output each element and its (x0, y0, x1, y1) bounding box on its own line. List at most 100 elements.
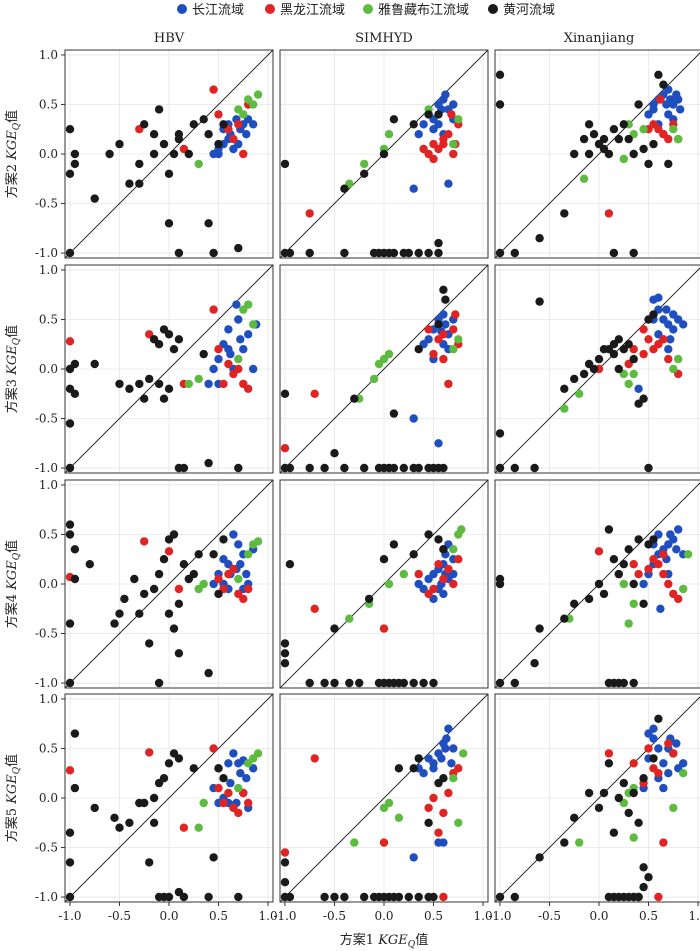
data-point (629, 599, 638, 608)
data-point (449, 774, 458, 783)
data-point (624, 619, 633, 628)
scatter-panel (279, 49, 489, 259)
data-point (666, 335, 675, 344)
data-point (280, 659, 290, 668)
data-point (449, 545, 458, 554)
data-point (149, 130, 159, 139)
data-point (135, 379, 144, 389)
data-point (439, 330, 448, 339)
data-point (614, 569, 623, 579)
data-point (629, 560, 638, 569)
data-point (310, 389, 319, 398)
data-point (174, 130, 184, 139)
data-point (65, 530, 75, 539)
data-point (669, 364, 678, 374)
y-tick-label: 0.0 (39, 791, 58, 805)
data-point (219, 555, 228, 564)
x-tick-label: 0.5 (639, 909, 658, 923)
data-point (145, 858, 154, 867)
data-point (169, 624, 179, 633)
data-point (379, 555, 389, 564)
data-point (629, 354, 638, 364)
data-point (535, 853, 544, 862)
data-point (510, 678, 519, 688)
legend: 长江流域 黑龙江流域 雅鲁藏布江流域 黄河流域 (177, 3, 555, 18)
legend-label: 黄河流域 (503, 3, 555, 18)
data-point (439, 545, 448, 554)
data-point (629, 248, 638, 258)
data-point (674, 525, 683, 534)
data-point (449, 149, 458, 159)
x-tick-label: 0.5 (424, 909, 443, 923)
data-point (330, 678, 339, 688)
data-point (239, 345, 248, 354)
data-point (234, 364, 243, 374)
data-point (624, 545, 633, 554)
data-point (242, 569, 251, 579)
data-point (659, 783, 668, 793)
legend-label: 黑龙江流域 (280, 3, 345, 18)
data-point (214, 589, 223, 599)
data-point (399, 463, 408, 473)
data-point (414, 463, 423, 473)
data-point (394, 892, 404, 902)
data-point (214, 764, 223, 773)
data-point (674, 594, 683, 604)
data-point (654, 892, 663, 902)
scatter-panel (494, 264, 700, 474)
data-point (664, 345, 673, 354)
data-point (253, 537, 263, 546)
data-point (414, 754, 423, 763)
data-point (424, 803, 433, 813)
data-point (234, 243, 243, 253)
data-point (495, 463, 505, 473)
data-point (234, 892, 243, 902)
data-point (154, 340, 164, 349)
data-point (214, 354, 223, 364)
data-point (560, 838, 569, 847)
data-point (634, 384, 643, 393)
data-point (179, 823, 189, 832)
data-point (409, 853, 418, 862)
data-point (434, 320, 443, 329)
data-point (194, 550, 203, 559)
data-point (454, 555, 463, 564)
data-point (174, 754, 184, 763)
data-point (644, 744, 653, 753)
data-point (204, 892, 213, 902)
data-point (424, 530, 433, 539)
data-point (164, 330, 174, 339)
data-point (234, 463, 243, 473)
data-point (253, 90, 263, 99)
data-point (614, 364, 623, 374)
y-tick-label: 0.5 (39, 312, 58, 326)
scatter-panel: -1.0 -0.5 0.0 0.5 1.0 (488, 693, 700, 923)
x-tick-label: 1.0 (474, 909, 493, 923)
data-point (619, 560, 628, 569)
data-point (654, 714, 663, 723)
data-point (184, 149, 193, 159)
data-point (639, 394, 648, 403)
row-y-label: 方案4 KGEQ值 (4, 540, 22, 628)
data-point (654, 293, 663, 302)
data-point (340, 184, 349, 193)
data-point (639, 144, 648, 154)
data-point (135, 609, 144, 618)
data-point (656, 95, 665, 104)
data-point (169, 149, 179, 159)
data-point (579, 174, 589, 183)
data-point (414, 569, 423, 579)
data-point (285, 248, 295, 258)
data-point (350, 394, 359, 403)
data-point (320, 678, 329, 688)
data-point (169, 530, 179, 539)
data-point (599, 589, 609, 599)
data-point (394, 764, 404, 773)
data-point (662, 100, 671, 109)
data-point (384, 349, 394, 359)
data-point (340, 892, 349, 902)
data-point (589, 130, 599, 139)
data-point (214, 783, 223, 793)
data-point (330, 449, 339, 458)
data-point (604, 749, 614, 758)
